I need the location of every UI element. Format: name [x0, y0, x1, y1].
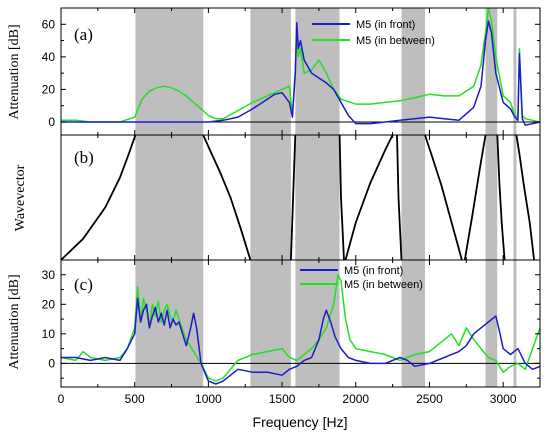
- legend-label-between-a: M5 (in between): [356, 35, 435, 47]
- bandgap-a-2: [295, 8, 340, 135]
- bandgap-shading-b: [135, 135, 517, 260]
- bandgap-b-1: [250, 135, 291, 260]
- x-tick-label-500: 500: [125, 392, 145, 406]
- legend-c: M5 (in front) M5 (in between): [300, 265, 423, 291]
- x-tick-label-3000: 3000: [490, 392, 517, 406]
- y-tick-label-c: 30: [42, 268, 56, 282]
- dispersion-branch-0: [60, 134, 137, 261]
- bandgap-b-2: [295, 135, 340, 260]
- x-axis-label: Frequency [Hz]: [253, 414, 348, 430]
- y-tick-label-c: 20: [42, 297, 56, 311]
- bandgap-b-0: [135, 135, 204, 260]
- legend-label-between-c: M5 (in between): [344, 279, 423, 291]
- dispersion-branches: [60, 134, 535, 261]
- panel-label-a: (a): [74, 25, 93, 44]
- y-axis-label-c: Attenuation [dB]: [7, 274, 22, 369]
- bandgap-shading-c: [135, 260, 517, 387]
- bandgap-a-4: [485, 8, 498, 135]
- y-tick-label-a: 20: [42, 82, 56, 96]
- dispersion-branch-1: [202, 134, 252, 261]
- x-axis-ticks-a: [60, 8, 541, 135]
- plot-frame-c: [60, 259, 541, 388]
- panel-c: 0 10 20 30 (c) Attenuation [dB] M5 (in fron…: [7, 259, 541, 406]
- x-tick-label-2500: 2500: [416, 392, 443, 406]
- series-line-c-front: [61, 297, 541, 385]
- bandgap-c-4: [485, 260, 498, 387]
- dispersion-branch-2: [290, 134, 297, 261]
- panel-b: (b) Wavevector: [13, 134, 541, 261]
- y-axis-label-a: Attenuation [dB]: [7, 24, 22, 119]
- x-tick-label-1500: 1500: [269, 392, 296, 406]
- bandgap-c-2: [295, 260, 340, 387]
- series-lines-a: [61, 7, 541, 126]
- bandgap-c-3: [401, 260, 426, 387]
- y-axis-ticks-a: 0 20 40 60: [42, 7, 540, 129]
- bandgap-a-1: [250, 8, 291, 135]
- dispersion-branch-8: [496, 134, 506, 261]
- x-tick-label-1000: 1000: [195, 392, 222, 406]
- x-axis-tick-labels: 0 500 1000 1500 2000 2500 3000: [58, 392, 517, 406]
- dispersion-branch-3: [338, 134, 345, 261]
- bandgap-b-3: [401, 135, 426, 260]
- bandgap-c-1: [250, 260, 291, 387]
- series-line-a-between: [61, 7, 541, 123]
- y-tick-label-a: 40: [42, 50, 56, 64]
- dispersion-branch-6: [424, 134, 463, 261]
- bandgap-shading-a: [135, 8, 517, 135]
- x-tick-label-0: 0: [58, 392, 65, 406]
- y-tick-label-c: 10: [42, 327, 56, 341]
- y-tick-label-a: 60: [42, 17, 56, 31]
- panel-label-b: (b): [74, 148, 94, 167]
- series-line-a-front: [61, 20, 541, 126]
- bandgap-c-5: [513, 260, 517, 387]
- bandgap-a-5: [513, 8, 517, 135]
- legend-a: M5 (in front) M5 (in between): [312, 19, 435, 47]
- legend-label-front-c: M5 (in front): [344, 265, 403, 277]
- legend-label-front-a: M5 (in front): [356, 19, 415, 31]
- bandgap-b-4: [485, 135, 498, 260]
- y-axis-label-b: Wavevector: [13, 164, 28, 231]
- bandgap-a-0: [135, 8, 204, 135]
- dispersion-branch-5: [396, 134, 403, 261]
- series-lines-c: [60, 274, 541, 385]
- dispersion-branch-9: [515, 134, 535, 261]
- dispersion-branch-4: [344, 134, 394, 261]
- y-axis-ticks-c: 0 10 20 30: [42, 259, 540, 379]
- x-axis-ticks-c: [60, 260, 541, 387]
- x-tick-label-2000: 2000: [342, 392, 369, 406]
- bandgap-a-3: [401, 8, 426, 135]
- y-tick-label-c: 0: [48, 356, 55, 370]
- panel-label-c: (c): [74, 275, 93, 294]
- panel-a: 0 20 40 60 (a) Attenuation [dB] M5 (in fron…: [7, 7, 541, 136]
- bandgap-b-5: [513, 135, 517, 260]
- y-tick-label-a: 0: [48, 115, 55, 129]
- dispersion-branch-7: [463, 134, 487, 261]
